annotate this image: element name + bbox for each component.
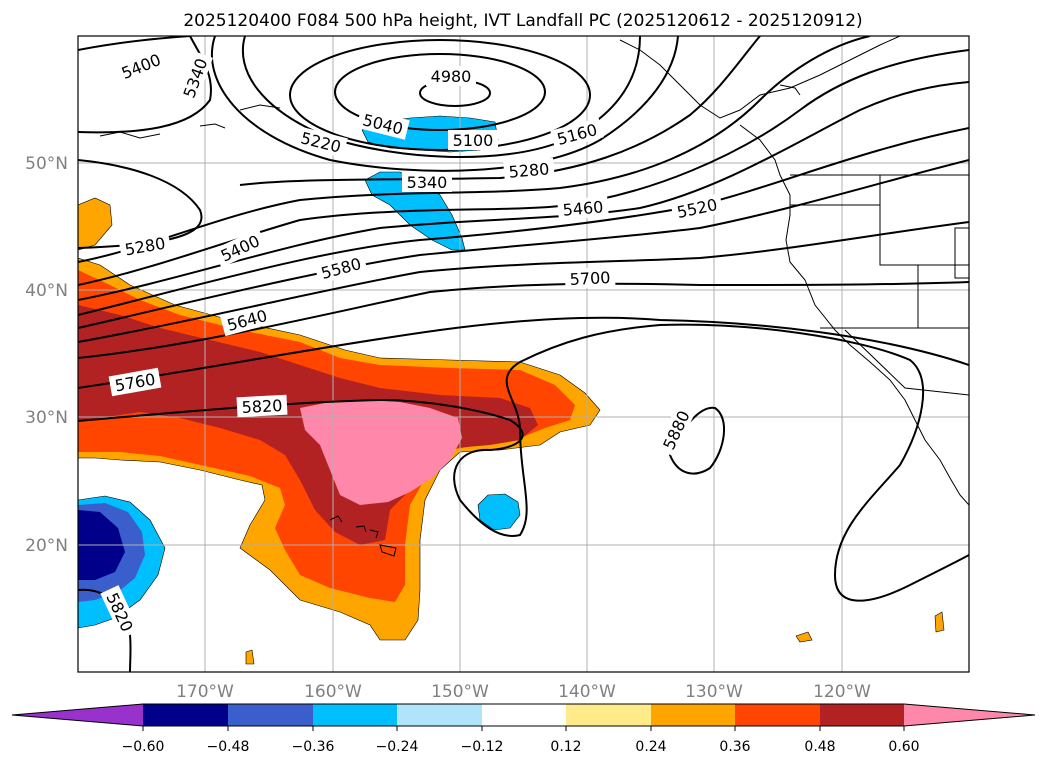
ivt-positive-0.60 xyxy=(300,400,462,505)
colorbar-tick: −0.36 xyxy=(292,739,335,755)
contour-5160 xyxy=(241,36,641,159)
contour-label: 5100 xyxy=(453,131,494,150)
colorbar-segment xyxy=(143,704,228,726)
contour-5040 xyxy=(334,53,546,131)
contour-5820 xyxy=(78,323,969,602)
coastlines xyxy=(99,36,969,557)
contour-label: 5340 xyxy=(407,173,448,192)
contour-5640 xyxy=(78,221,969,343)
contour-5100 xyxy=(289,39,591,151)
lon-label: 150°W xyxy=(431,682,489,702)
lon-label: 120°W xyxy=(813,682,871,702)
colorbar-tick: 0.12 xyxy=(550,739,581,755)
contour-label: 5340 xyxy=(180,56,212,101)
contour-5340-main xyxy=(78,36,871,263)
contour-label: 5880 xyxy=(659,408,693,453)
contour-label: 5520 xyxy=(675,195,719,222)
colorbar-tick: −0.24 xyxy=(376,739,419,755)
colorbar-segment xyxy=(735,704,820,726)
colorbar-segment xyxy=(651,704,735,726)
colorbar-tick: 0.24 xyxy=(635,739,666,755)
lon-label: 130°W xyxy=(685,682,743,702)
colorbar-under-extension xyxy=(12,704,143,726)
contour-5340-nw xyxy=(78,36,191,51)
colorbar-segment xyxy=(397,704,482,726)
lat-label: 20°N xyxy=(25,536,68,556)
colorbar-segment xyxy=(313,704,397,726)
contour-5220 xyxy=(210,36,679,172)
map-title: 2025120400 F084 500 hPa height, IVT Land… xyxy=(183,11,862,31)
ivt-cell xyxy=(245,649,255,665)
contour-5760 xyxy=(78,316,969,389)
colorbar-tick: 0.48 xyxy=(804,739,835,755)
contour-5280-upper xyxy=(239,36,761,186)
contour-5700 xyxy=(78,281,969,359)
contour-label: 5580 xyxy=(319,254,363,283)
lat-label: 40°N xyxy=(25,281,68,301)
colorbar-tick: −0.12 xyxy=(461,739,504,755)
lon-label: 170°W xyxy=(176,682,234,702)
colorbar-tick: 0.36 xyxy=(719,739,750,755)
contour-5520 xyxy=(78,127,969,316)
lon-label: 160°W xyxy=(304,682,362,702)
ivt-cell xyxy=(934,611,945,633)
colorbar-tick: −0.48 xyxy=(207,739,250,755)
colorbar-tick: 0.60 xyxy=(888,739,919,755)
contour-label: 5700 xyxy=(569,268,611,289)
lat-label: 30°N xyxy=(25,408,68,428)
contour-label: 5400 xyxy=(119,50,164,83)
contour-label: 5460 xyxy=(562,197,604,219)
contour-label: 5280 xyxy=(508,159,550,181)
colorbar: −0.60 −0.48 −0.36 −0.24 −0.12 0.12 0.24 … xyxy=(11,703,1036,755)
lon-label: 140°W xyxy=(558,682,616,702)
colorbar-over-extension xyxy=(904,704,1035,726)
lat-label: 50°N xyxy=(25,154,68,174)
colorbar-segment xyxy=(228,704,313,726)
colorbar-segment xyxy=(566,704,651,726)
contour-5580 xyxy=(78,159,969,329)
contour-label: 5280 xyxy=(123,234,166,260)
map-frame xyxy=(77,35,970,673)
map-area: 5400 5340 4980 5040 5100 5160 5220 5280 … xyxy=(78,36,969,672)
colorbar-segment xyxy=(482,704,566,726)
contour-label: 5820 xyxy=(241,396,283,417)
colorbar-tick: −0.60 xyxy=(122,739,165,755)
contour-label: 4980 xyxy=(431,67,472,86)
ivt-negative-subtropic xyxy=(477,493,521,531)
ivt-cell xyxy=(795,631,813,643)
colorbar-segment xyxy=(820,704,904,726)
